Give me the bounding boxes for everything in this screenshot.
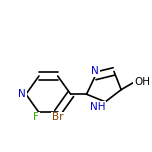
Text: NH: NH <box>90 102 105 112</box>
Text: F: F <box>33 112 39 123</box>
Text: N: N <box>91 66 99 76</box>
Text: N: N <box>18 89 26 99</box>
Text: OH: OH <box>134 77 150 87</box>
Text: Br: Br <box>52 112 63 123</box>
